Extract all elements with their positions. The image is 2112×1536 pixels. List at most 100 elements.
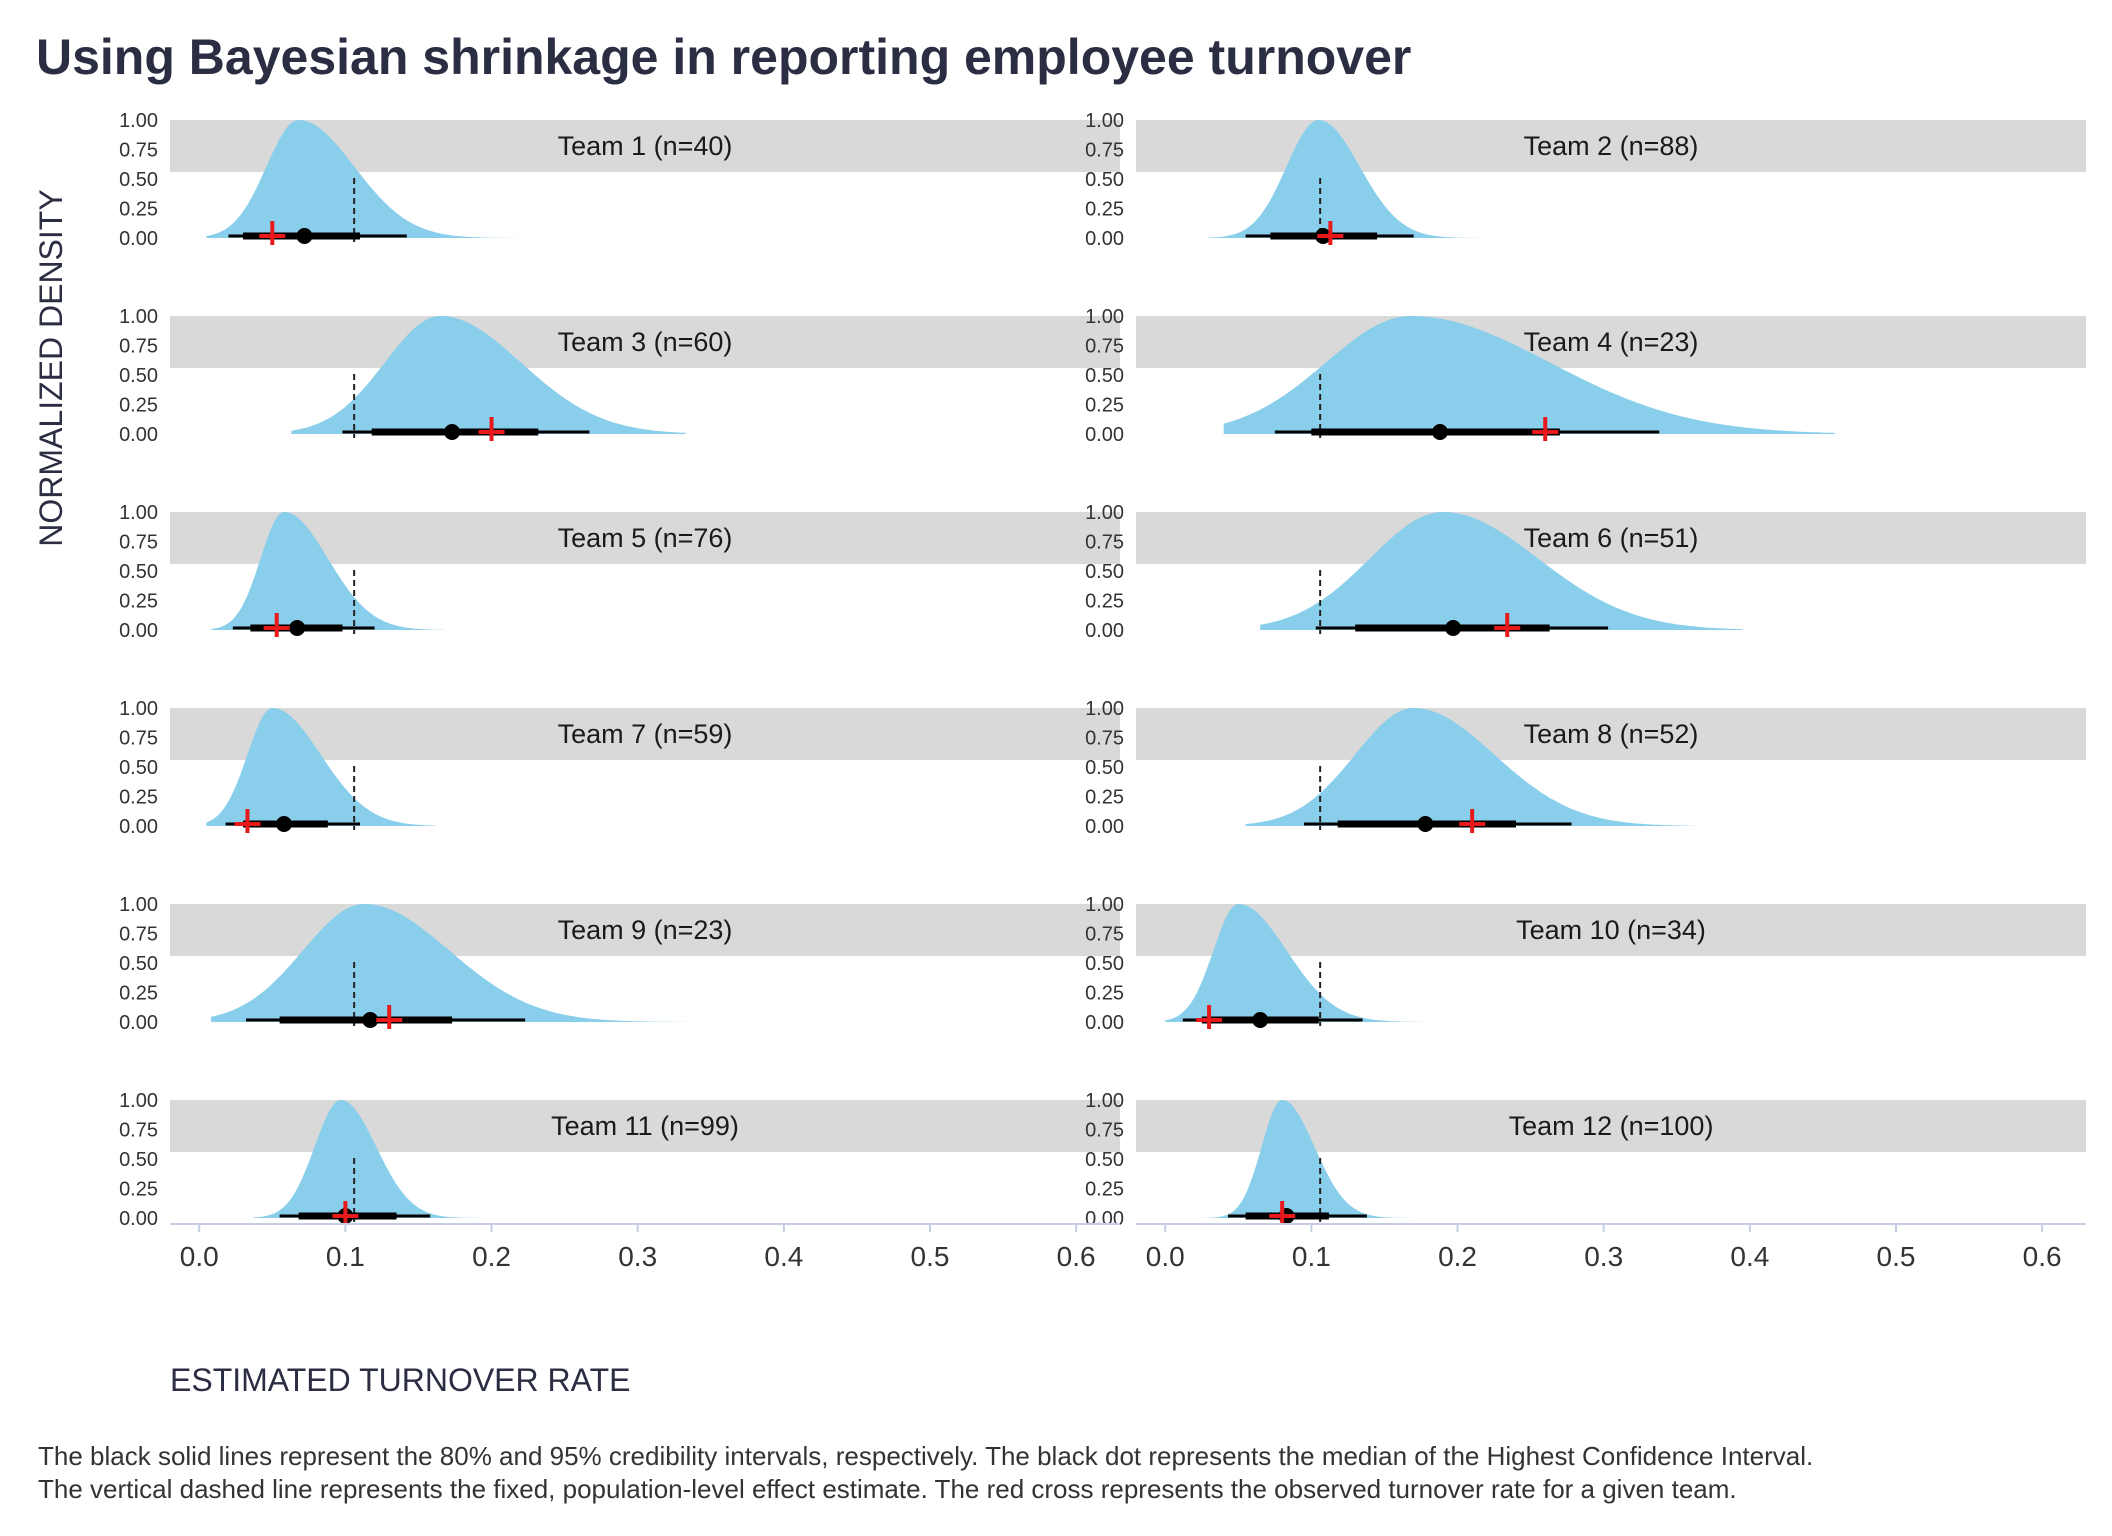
panel-5-ytick-label: 0.25: [119, 591, 158, 613]
panel-5-ytick-label: 0.50: [119, 561, 158, 583]
panel-7-ytick-label: 0.25: [119, 787, 158, 809]
panel-10-ytick-label: 1.00: [1085, 894, 1124, 916]
panel-1-ytick-label: 0.00: [119, 228, 158, 250]
panel-8-ytick-label: 0.00: [1085, 816, 1124, 838]
panel-8-ytick-label: 0.75: [1085, 728, 1124, 750]
panel-9-ytick-label: 0.75: [119, 924, 158, 946]
panel-4-ytick-label: 0.50: [1085, 365, 1124, 387]
panel-6-ytick-label: 0.75: [1085, 532, 1124, 554]
panel-11-ytick-label: 1.00: [119, 1090, 158, 1112]
panel-12-ytick-label: 0.25: [1085, 1179, 1124, 1201]
panel-10-ytick-label: 0.25: [1085, 983, 1124, 1005]
panel-10-density-area: [1165, 904, 1487, 1022]
x-tick-label: 0.3: [1584, 1241, 1623, 1272]
panel-8-ytick-label: 0.50: [1085, 757, 1124, 779]
panel-4-strip-label: Team 4 (n=23): [1524, 327, 1699, 357]
x-tick-label: 0.6: [1057, 1241, 1096, 1272]
y-axis-title: NORMALIZED DENSITY: [33, 189, 69, 546]
panel-4-strip: [1136, 316, 2086, 368]
chart-caption: The black solid lines represent the 80% …: [38, 1440, 1813, 1506]
panel-3-ytick-label: 0.25: [119, 395, 158, 417]
panel-11-ytick-label: 0.00: [119, 1208, 158, 1230]
panel-3-ytick-label: 0.00: [119, 424, 158, 446]
panel-5-median-dot: [289, 620, 306, 636]
panel-10-ytick-label: 0.75: [1085, 924, 1124, 946]
panel-4-density-area: [1223, 316, 1835, 434]
panel-4-ytick-label: 0.25: [1085, 395, 1124, 417]
panel-8-strip: [1136, 708, 2086, 760]
panel-1-median-dot: [296, 228, 313, 244]
panel-2-ytick-label: 1.00: [1085, 110, 1124, 132]
panel-4-ytick-label: 0.75: [1085, 336, 1124, 358]
panel-6-ytick-label: 0.00: [1085, 620, 1124, 642]
panel-9-ytick-label: 1.00: [119, 894, 158, 916]
panel-7-strip-label: Team 7 (n=59): [558, 719, 733, 749]
panel-1-ytick-label: 0.75: [119, 140, 158, 162]
panel-12-strip-label: Team 12 (n=100): [1509, 1111, 1714, 1141]
panel-6-strip: [1136, 512, 2086, 564]
panel-3-density-area: [291, 316, 686, 434]
panel-7-ytick-label: 0.75: [119, 728, 158, 750]
x-tick-label: 0.5: [911, 1241, 950, 1272]
panel-9-density-area: [210, 904, 686, 1022]
panel-7-median-dot: [276, 816, 292, 832]
panel-4-median-dot: [1432, 424, 1448, 440]
panel-8-ytick-label: 0.25: [1085, 787, 1124, 809]
panel-3-strip: [170, 316, 1120, 368]
panel-9-ytick-label: 0.25: [119, 983, 158, 1005]
x-tick-label: 0.2: [472, 1241, 511, 1272]
x-tick-label: 0.4: [764, 1241, 803, 1272]
panel-6-ytick-label: 0.25: [1085, 591, 1124, 613]
panel-8-ytick-label: 1.00: [1085, 698, 1124, 720]
panel-7-ytick-label: 1.00: [119, 698, 158, 720]
panel-8-median-dot: [1417, 816, 1434, 832]
panel-1-ytick-label: 0.50: [119, 169, 158, 191]
panel-11-ytick-label: 0.50: [119, 1149, 158, 1171]
panel-10-strip: [1136, 904, 2086, 956]
panel-3-ytick-label: 0.75: [119, 336, 158, 358]
panel-7-density-area: [206, 708, 436, 826]
panel-10-median-dot: [1252, 1012, 1269, 1028]
panel-10-ytick-label: 0.50: [1085, 953, 1124, 975]
panel-3-median-dot: [444, 424, 461, 440]
panel-1-ytick-label: 0.25: [119, 199, 158, 221]
panel-9-ytick-label: 0.00: [119, 1012, 158, 1034]
panel-10-strip-label: Team 10 (n=34): [1516, 915, 1706, 945]
caption-line-2: The vertical dashed line represents the …: [38, 1474, 1737, 1504]
panel-3-strip-label: Team 3 (n=60): [558, 327, 733, 357]
panel-5-ytick-label: 1.00: [119, 502, 158, 524]
panel-3-ytick-label: 1.00: [119, 306, 158, 328]
panel-1-strip-label: Team 1 (n=40): [558, 131, 733, 161]
panel-6-ytick-label: 1.00: [1085, 502, 1124, 524]
panel-2-ytick-label: 0.75: [1085, 140, 1124, 162]
panel-7-strip: [170, 708, 1120, 760]
panel-9-median-dot: [362, 1012, 379, 1028]
x-axis-title: ESTIMATED TURNOVER RATE: [170, 1362, 630, 1398]
x-tick-label: 0.1: [1292, 1241, 1331, 1272]
panel-2-ytick-label: 0.25: [1085, 199, 1124, 221]
panel-11-density-area: [253, 1100, 514, 1218]
x-tick-label: 0.0: [180, 1241, 219, 1272]
x-tick-label: 0.5: [1877, 1241, 1916, 1272]
panel-12-ytick-label: 0.00: [1085, 1208, 1124, 1230]
chart-title: Using Bayesian shrinkage in reporting em…: [36, 29, 1412, 85]
panel-12-ytick-label: 1.00: [1085, 1090, 1124, 1112]
x-tick-label: 0.6: [2023, 1241, 2062, 1272]
panel-7-ytick-label: 0.00: [119, 816, 158, 838]
panel-5-strip: [170, 512, 1120, 564]
panel-3-ytick-label: 0.50: [119, 365, 158, 387]
x-tick-label: 0.0: [1146, 1241, 1185, 1272]
x-tick-label: 0.4: [1730, 1241, 1769, 1272]
panel-6-ytick-label: 0.50: [1085, 561, 1124, 583]
panel-1-density-area: [206, 120, 568, 238]
panel-2-strip-label: Team 2 (n=88): [1524, 131, 1699, 161]
panel-11-ytick-label: 0.25: [119, 1179, 158, 1201]
panel-6-median-dot: [1445, 620, 1462, 636]
panel-5-ytick-label: 0.75: [119, 532, 158, 554]
caption-line-1: The black solid lines represent the 80% …: [38, 1441, 1814, 1471]
panel-9-ytick-label: 0.50: [119, 953, 158, 975]
panel-6-strip-label: Team 6 (n=51): [1524, 523, 1699, 553]
panel-8-density-area: [1245, 708, 1695, 826]
x-tick-label: 0.2: [1438, 1241, 1477, 1272]
